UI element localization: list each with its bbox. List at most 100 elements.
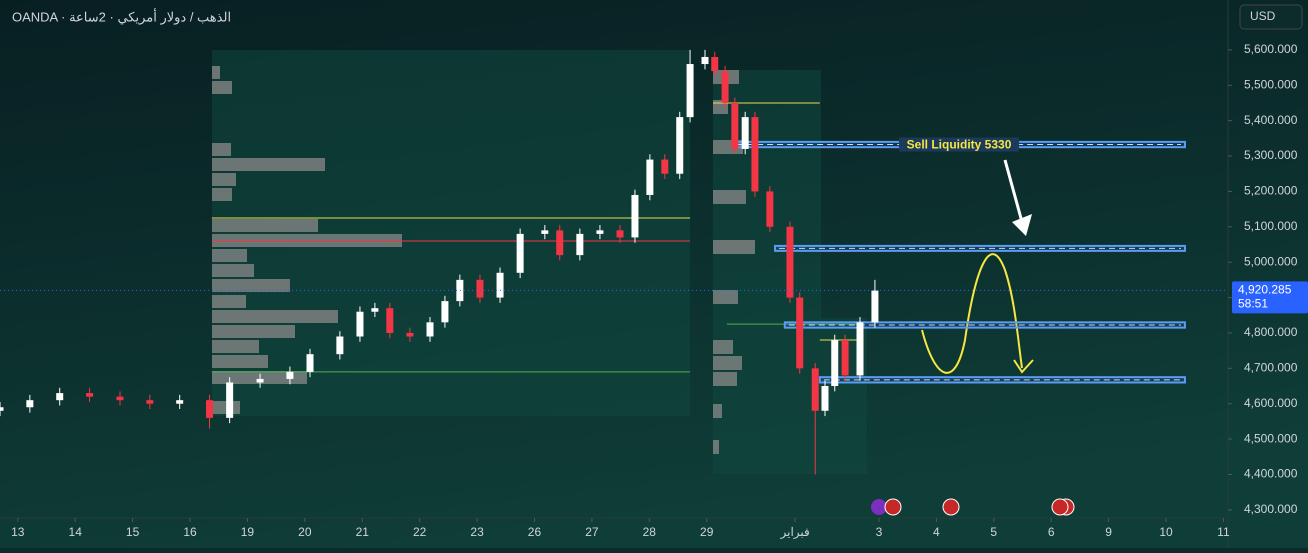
x-tick-label: 20 [298, 525, 312, 539]
zone-label: Sell Liquidity 5330 [907, 138, 1012, 152]
candle-body [406, 332, 414, 337]
liquidity-zone [818, 376, 1186, 384]
candle-body [856, 322, 864, 376]
candle-body [371, 308, 379, 312]
candle-body [556, 230, 564, 256]
candle-body [206, 400, 214, 418]
candle-body [741, 117, 749, 149]
projection-arrow [1013, 359, 1034, 374]
candle-body [766, 191, 774, 227]
candle-body [751, 117, 759, 192]
x-tick-label: 13 [11, 525, 25, 539]
candle-body [711, 56, 719, 72]
x-tick-label: 27 [585, 525, 599, 539]
candle-body [831, 340, 839, 387]
candle-body [86, 393, 94, 397]
arrow-head [1012, 214, 1032, 236]
x-tick-label: 9 [1105, 525, 1112, 539]
candle-body [386, 308, 394, 333]
arrow [1003, 159, 1024, 223]
candle-body [796, 297, 804, 369]
y-tick-label: 5,000.000 [1244, 254, 1298, 268]
x-tick-label: 3 [876, 525, 883, 539]
candle-body [441, 301, 449, 323]
candle-body [646, 159, 654, 195]
candle-body [0, 407, 4, 411]
x-tick-label: 10 [1159, 525, 1173, 539]
y-tick-label: 5,300.000 [1244, 148, 1298, 162]
candle-body [596, 230, 604, 234]
x-tick-label: 16 [183, 525, 197, 539]
candle-body [496, 272, 504, 298]
y-tick-label: 4,600.000 [1244, 396, 1298, 410]
profile-zone [713, 70, 821, 474]
y-tick-label: 4,400.000 [1244, 467, 1298, 481]
projection-curve [921, 253, 1023, 374]
y-tick-label: 5,500.000 [1244, 77, 1298, 91]
y-tick-label: 4,300.000 [1244, 502, 1298, 516]
candle-body [701, 56, 709, 65]
candle-body [661, 159, 669, 174]
x-tick-label: 5 [990, 525, 997, 539]
x-tick-label: 26 [528, 525, 542, 539]
candle-body [226, 382, 234, 418]
candle-body [116, 396, 124, 401]
x-tick-label: 4 [933, 525, 940, 539]
current-price-label: 4,920.285 [1238, 283, 1292, 297]
x-tick-label: 29 [700, 525, 714, 539]
candle-body [476, 279, 484, 298]
x-tick-label: فبراير [779, 525, 809, 539]
x-tick-label: 14 [69, 525, 83, 539]
candle-body [176, 400, 184, 404]
candle-body [26, 400, 34, 408]
candle-body [841, 340, 849, 376]
currency-button[interactable] [1239, 4, 1303, 30]
candle-body [456, 279, 464, 302]
y-tick-label: 4,700.000 [1244, 361, 1298, 375]
y-tick-label: 5,400.000 [1244, 113, 1298, 127]
countdown: 58:51 [1238, 297, 1268, 311]
candle-body [426, 322, 434, 337]
candle-body [286, 371, 294, 379]
y-tick-label: 5,200.000 [1244, 184, 1298, 198]
profile-zone [212, 50, 690, 416]
candle-body [631, 194, 639, 238]
candle-body [871, 290, 879, 323]
candle-body [616, 230, 624, 238]
x-tick-label: 19 [241, 525, 255, 539]
y-tick-label: 4,500.000 [1244, 431, 1298, 445]
candle-body [731, 102, 739, 149]
candle-body [811, 368, 819, 411]
candle-body [786, 226, 794, 298]
candle-body [516, 233, 524, 273]
candle-body [356, 311, 364, 337]
candle-body [256, 378, 264, 383]
x-tick-label: 21 [356, 525, 370, 539]
candle-body [336, 336, 344, 355]
x-tick-label: 15 [126, 525, 140, 539]
y-tick-label: 5,600.000 [1244, 42, 1298, 56]
event-icons [871, 498, 1075, 516]
y-tick-label: 4,800.000 [1244, 325, 1298, 339]
candle-body [821, 386, 829, 411]
candle-body [146, 400, 154, 404]
x-tick-label: 6 [1048, 525, 1055, 539]
candle-body [541, 230, 549, 234]
zone-label-bg [899, 137, 1020, 152]
candle-body [721, 71, 729, 103]
y-tick-label: 5,100.000 [1244, 219, 1298, 233]
liquidity-zone [783, 321, 1186, 329]
x-tick-label: 11 [1217, 525, 1230, 539]
candle-body [676, 117, 684, 174]
x-tick-label: 28 [643, 525, 657, 539]
currency[interactable]: USD [1250, 9, 1276, 23]
candle-body [686, 64, 694, 118]
candle-body [56, 393, 64, 401]
candle-body [576, 233, 584, 256]
chart-title: OANDA · الذهب / دولار أمريكي · 2ساعة [12, 8, 231, 25]
x-tick-label: 23 [470, 525, 484, 539]
candle-body [306, 354, 314, 372]
current-price-tag [1232, 281, 1308, 314]
x-tick-label: 22 [413, 525, 427, 539]
